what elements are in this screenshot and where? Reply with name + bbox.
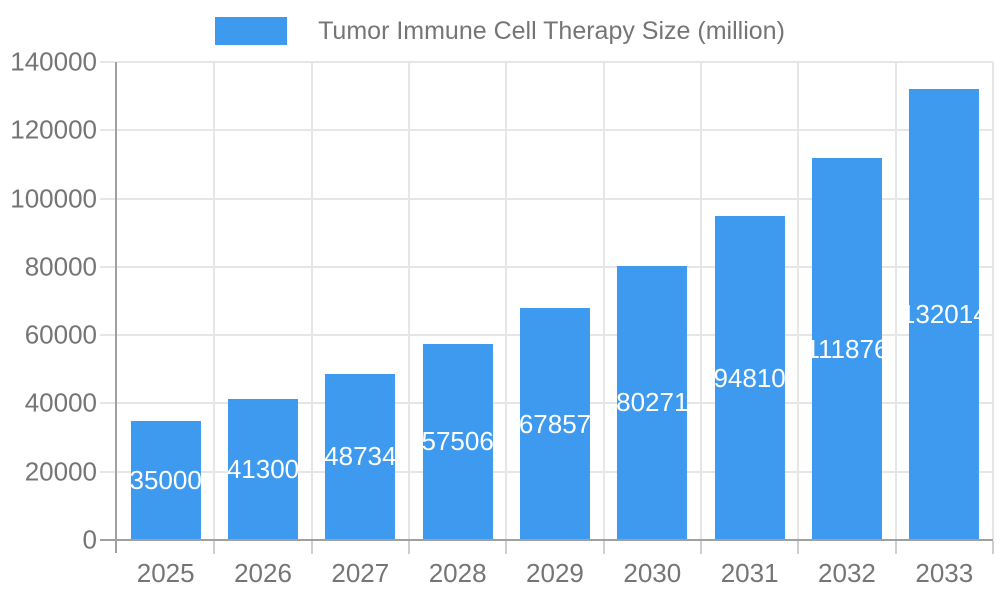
bar-value-label: 111876 [805, 333, 889, 364]
y-axis-line [115, 62, 117, 553]
bar-2030[interactable]: 80271 [616, 265, 689, 540]
y-axis-label: 40000 [24, 387, 97, 418]
v-gridline [797, 62, 800, 540]
bar-slot-2031: 94810 [701, 62, 798, 540]
bars-container: 35000 41300 48734 57506 67857 80271 94810 11187… [117, 62, 993, 540]
y-axis-label: 60000 [24, 319, 97, 350]
bar-value-label: 94810 [713, 362, 786, 393]
h-gridline [117, 197, 993, 200]
x-axis-label-2032: 2032 [818, 558, 876, 588]
bar-value-label: 67857 [518, 408, 592, 439]
x-axis-label-2029: 2029 [526, 558, 584, 588]
x-axis-labels: 2025 2026 2027 2028 2029 2030 2031 2032 2033 [117, 558, 993, 589]
x-axis-line [100, 539, 993, 541]
y-axis-tick [100, 61, 116, 63]
v-gridline [407, 62, 410, 540]
x-axis-label-2025: 2025 [136, 558, 195, 588]
bar-value-label: 132014 [900, 299, 988, 330]
x-axis-label-2026: 2026 [234, 558, 292, 588]
bar-slot-2027: 48734 [312, 62, 409, 540]
y-axis-label: 100000 [10, 183, 97, 214]
x-axis-tick [407, 541, 410, 554]
bar-2027[interactable]: 48734 [324, 373, 397, 540]
y-axis-tick [100, 402, 116, 405]
bar-2031[interactable]: 94810 [713, 216, 786, 540]
x-axis-tick [310, 541, 313, 554]
bar-2029[interactable]: 67857 [518, 308, 592, 540]
y-axis-label: 120000 [10, 114, 97, 145]
legend: Tumor Immune Cell Therapy Size (million) [0, 15, 1000, 47]
x-axis-tick [699, 541, 702, 554]
v-gridline [992, 62, 994, 540]
x-axis-label-2027: 2027 [331, 558, 390, 588]
y-axis-label: 80000 [24, 251, 97, 282]
y-axis-tick [100, 334, 116, 337]
y-axis-tick [100, 470, 116, 473]
bar-value-label: 57506 [421, 426, 494, 457]
bar-2028[interactable]: 57506 [421, 343, 494, 540]
bar-2026[interactable]: 41300 [226, 399, 300, 540]
x-axis-tick [894, 541, 897, 554]
legend-swatch [215, 17, 288, 45]
bar-value-label: 35000 [129, 464, 202, 495]
x-axis-label-2030: 2030 [623, 558, 682, 588]
bar-slot-2025: 35000 [117, 62, 214, 540]
h-gridline [117, 265, 993, 268]
bar-2033[interactable]: 132014 [901, 89, 988, 540]
bar-2025[interactable]: 35000 [129, 420, 202, 540]
h-gridline [117, 61, 993, 63]
x-axis-tick [797, 541, 800, 554]
bar-value-label: 41300 [226, 454, 300, 484]
h-gridline [117, 129, 993, 132]
bar-slot-2032: 111876 [798, 62, 895, 540]
x-axis-tick [213, 541, 216, 554]
x-axis-label-2033: 2033 [915, 558, 974, 588]
bar-value-label: 48734 [324, 441, 397, 472]
y-axis-tick [100, 265, 116, 268]
plot-area: 35000 41300 48734 57506 67857 80271 94810 11187… [117, 61, 994, 540]
v-gridline [894, 62, 897, 540]
bar-value-label: 80271 [616, 387, 689, 418]
x-axis-tick [505, 541, 508, 554]
v-gridline [213, 62, 216, 540]
y-axis-label: 20000 [24, 456, 97, 487]
v-gridline [310, 62, 313, 540]
y-axis-label: 140000 [10, 46, 97, 77]
v-gridline [505, 62, 508, 540]
bar-slot-2033: 132014 [896, 62, 993, 540]
y-axis-label: 0 [82, 524, 97, 555]
x-axis-tick [602, 541, 605, 554]
v-gridline [699, 62, 702, 540]
bar-slot-2029: 67857 [506, 62, 603, 540]
bar-slot-2028: 57506 [409, 62, 506, 540]
legend-label: Tumor Immune Cell Therapy Size (million) [318, 16, 785, 45]
bar-2032[interactable]: 111876 [806, 158, 888, 540]
bar-slot-2026: 41300 [214, 62, 311, 540]
y-axis-ticks [100, 61, 116, 540]
v-gridline [602, 62, 605, 540]
x-axis-label-2031: 2031 [720, 558, 779, 588]
y-axis-labels: 0 20000 40000 60000 80000 100000 120000 140000 [0, 47, 97, 555]
x-axis-tick [992, 541, 994, 554]
y-axis-tick [100, 197, 116, 200]
x-axis-label-2028: 2028 [428, 558, 487, 588]
y-axis-tick [100, 129, 116, 132]
bar-slot-2030: 80271 [604, 62, 701, 540]
x-axis-tick-marks [117, 541, 994, 554]
